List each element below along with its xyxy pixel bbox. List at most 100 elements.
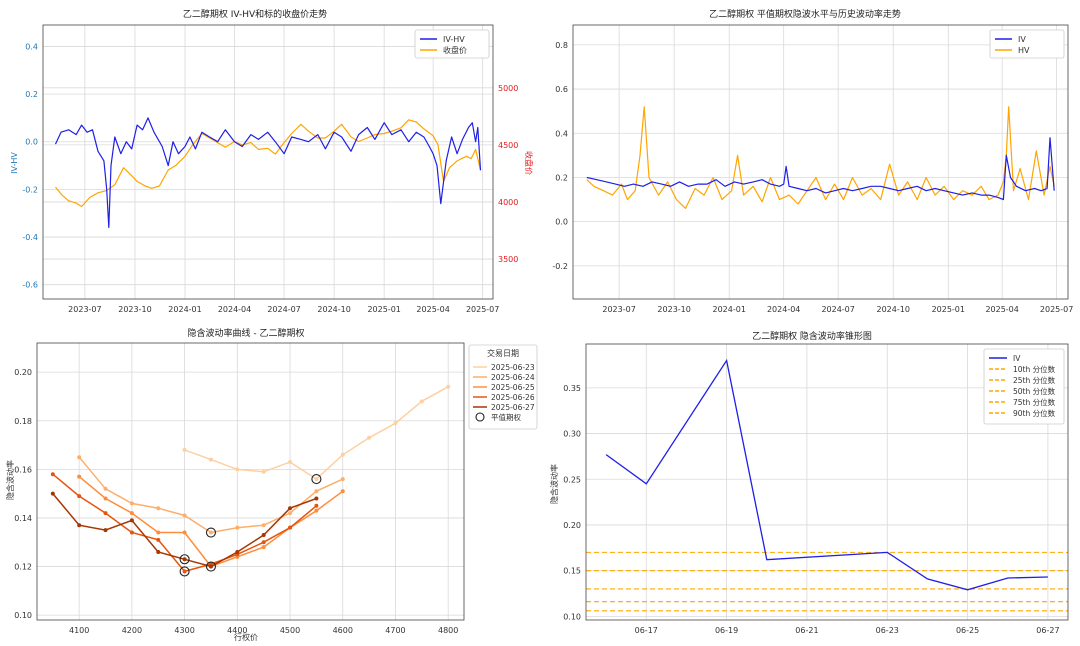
x-tick-label: 4300 bbox=[174, 626, 194, 635]
data-point bbox=[235, 467, 240, 472]
data-point bbox=[103, 496, 108, 501]
y2-tick-label: 3500 bbox=[498, 255, 518, 264]
y-tick-label: -0.4 bbox=[22, 233, 38, 242]
series-line-IV-HV bbox=[54, 117, 482, 229]
plot-area: 2023-07 2023-10 2024-01 2024-04 2024-07 2024-… bbox=[552, 24, 1073, 314]
y-axis-label: 隐含波动率 bbox=[549, 464, 559, 504]
x-tick-label: 2023-07 bbox=[68, 305, 101, 314]
data-point bbox=[340, 477, 345, 482]
series-line-IV bbox=[605, 358, 1048, 591]
y-tick-label: 0.20 bbox=[14, 368, 32, 377]
series-line-HV bbox=[586, 106, 1055, 209]
y2-tick-label: 4500 bbox=[498, 141, 518, 150]
data-point bbox=[235, 525, 240, 530]
data-point bbox=[129, 530, 134, 535]
data-point bbox=[77, 455, 82, 460]
atm-marker bbox=[179, 566, 190, 577]
data-point bbox=[182, 569, 187, 574]
chart-title: 乙二醇期权 隐含波动率锥形图 bbox=[752, 330, 872, 342]
y2-axis-label: 收盘价 bbox=[524, 151, 534, 175]
legend-label: 75th 分位数 bbox=[1013, 397, 1056, 407]
data-point bbox=[261, 523, 266, 528]
y2-tick-label: 5000 bbox=[498, 84, 518, 93]
plot-area: 4100 4200 4300 4400 4500 4600 4700 4800 0.10 0.12… bbox=[14, 342, 538, 635]
data-point bbox=[314, 489, 319, 494]
x-tick-label: 4100 bbox=[69, 626, 89, 635]
data-point bbox=[208, 457, 213, 462]
data-point bbox=[261, 532, 266, 537]
data-point bbox=[314, 477, 319, 482]
series-line-2025-06-24 bbox=[78, 456, 344, 534]
y-tick-label: 0.2 bbox=[555, 173, 568, 182]
data-point bbox=[340, 452, 345, 457]
legend-box bbox=[989, 29, 1065, 59]
x-tick-label: 06-25 bbox=[956, 626, 979, 635]
y2-tick-label: 4000 bbox=[498, 198, 518, 207]
data-point bbox=[261, 545, 266, 550]
x-tick-label: 2025-07 bbox=[1040, 305, 1073, 314]
data-point bbox=[393, 421, 398, 426]
y-tick-label: 0.25 bbox=[563, 475, 581, 484]
y-tick-label: 0.35 bbox=[563, 384, 581, 393]
chart-iv-hv-price: 乙二醇期权 IV-HV和标的收盘价走势 2023-07 2023-10 2024-0… bbox=[10, 8, 534, 314]
x-tick-label: 2025-01 bbox=[367, 305, 400, 314]
plot-frame bbox=[572, 24, 1069, 300]
legend-label: 收盘价 bbox=[443, 45, 467, 55]
y-tick-label: 0.12 bbox=[14, 563, 32, 572]
legend-label: 25th 分位数 bbox=[1013, 375, 1056, 385]
data-point bbox=[182, 557, 187, 562]
legend-label: IV bbox=[1013, 354, 1021, 363]
x-tick-label: 2024-04 bbox=[767, 305, 800, 314]
y-tick-label: 0.14 bbox=[14, 514, 32, 523]
y-tick-label: 0.10 bbox=[563, 612, 581, 621]
y-axis-label: 隐含波动率 bbox=[5, 460, 15, 500]
plot-area: 06-17 06-19 06-21 06-23 06-25 06-27 0.10 0.15 0.… bbox=[563, 343, 1069, 635]
data-point bbox=[208, 530, 213, 535]
x-tick-label: 4600 bbox=[333, 626, 353, 635]
legend-label: IV-HV bbox=[443, 35, 465, 44]
data-point bbox=[156, 549, 161, 554]
y-tick-label: 0.18 bbox=[14, 417, 32, 426]
data-point bbox=[419, 399, 424, 404]
data-point bbox=[261, 540, 266, 545]
data-point bbox=[314, 496, 319, 501]
chart-iv-cone: 乙二醇期权 隐含波动率锥形图 06-17 06-19 06-21 06-23 06-25… bbox=[549, 330, 1069, 635]
y-tick-label: 0.4 bbox=[25, 42, 38, 51]
atm-marker bbox=[205, 561, 217, 572]
x-tick-label: 2025-01 bbox=[932, 305, 965, 314]
legend-label: 2025-06-25 bbox=[491, 383, 535, 392]
data-point bbox=[77, 494, 82, 499]
x-tick-label: 2024-01 bbox=[713, 305, 746, 314]
x-tick-label: 2025-04 bbox=[416, 305, 449, 314]
chart-iv-hv-level: 乙二醇期权 平值期权隐波水平与历史波动率走势 2023-07 2023-10 202… bbox=[552, 8, 1073, 314]
y-tick-label: 0.0 bbox=[555, 218, 568, 227]
plot-frame bbox=[36, 342, 465, 621]
chart-title: 乙二醇期权 平值期权隐波水平与历史波动率走势 bbox=[709, 8, 901, 20]
y-tick-label: 0.15 bbox=[563, 567, 581, 576]
data-point bbox=[156, 530, 161, 535]
x-tick-label: 06-23 bbox=[876, 626, 899, 635]
legend-label: IV bbox=[1018, 35, 1026, 44]
atm-marker bbox=[311, 474, 322, 485]
series-line-IV bbox=[586, 137, 1055, 201]
legend-label: 2025-06-27 bbox=[491, 403, 535, 412]
plot-area: 2023-07 2023-10 2024-01 2024-04 2024-07 2024-… bbox=[22, 24, 518, 314]
data-point bbox=[182, 447, 187, 452]
data-point bbox=[129, 518, 134, 523]
legend-box bbox=[983, 348, 1065, 425]
data-point bbox=[103, 486, 108, 491]
legend-label: 90th 分位数 bbox=[1013, 408, 1056, 418]
x-axis-label: 行权价 bbox=[234, 632, 258, 642]
legend-swatch-atm bbox=[475, 412, 485, 422]
legend-label: HV bbox=[1018, 46, 1030, 55]
x-tick-label: 06-21 bbox=[795, 626, 818, 635]
y-tick-label: 0.10 bbox=[14, 611, 32, 620]
series-line-收盘价 bbox=[55, 119, 482, 208]
x-tick-label: 2024-07 bbox=[821, 305, 854, 314]
x-tick-label: 2024-04 bbox=[218, 305, 251, 314]
y-tick-label: -0.6 bbox=[22, 281, 38, 290]
x-tick-label: 06-19 bbox=[715, 626, 738, 635]
data-point bbox=[50, 491, 55, 496]
legend-label: 2025-06-26 bbox=[491, 393, 535, 402]
